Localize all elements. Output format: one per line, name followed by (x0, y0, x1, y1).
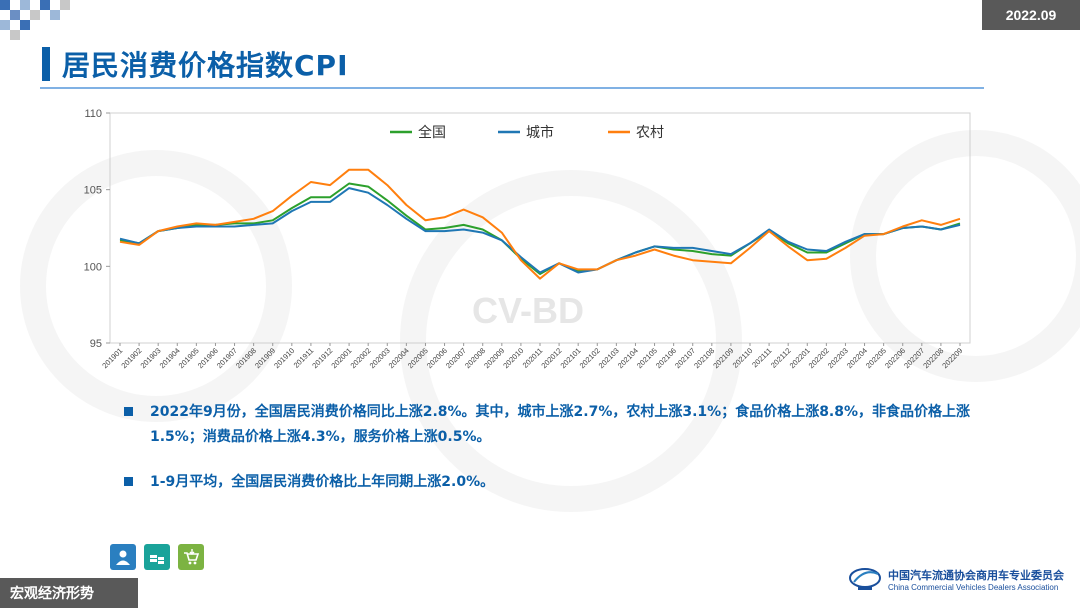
legend-label: 全国 (418, 124, 446, 141)
page-title: 居民消费价格指数CPI (62, 49, 349, 82)
org-emblem-icon (849, 568, 881, 590)
title-divider (40, 87, 984, 89)
cpi-line-chart: 9510010511020190120190220190320190420190… (84, 108, 971, 370)
series-line-农村 (119, 168, 961, 280)
org-logo: 中国汽车流通协会商用车专业委员会 China Commercial Vehicl… (848, 566, 1064, 592)
date-badge: 2022.09 (982, 0, 1080, 30)
legend-label: 城市 (526, 124, 554, 141)
x-tick-label: 202209 (940, 346, 964, 370)
corner-decoration (0, 0, 70, 40)
x-tick-label: 202110 (731, 346, 755, 370)
coins-icon[interactable] (144, 544, 170, 570)
bullet-square-icon (124, 477, 133, 486)
bullet-list: 2022年9月份，全国居民消费价格同比上涨2.8%。其中，城市上涨2.7%，农村… (120, 400, 980, 515)
bullet-item: 1-9月平均，全国居民消费价格比上年同期上涨2.0%。 (120, 470, 980, 495)
watermark-text: CV-BD (472, 290, 585, 331)
y-tick-label: 110 (84, 108, 102, 120)
bullet-square-icon (124, 407, 133, 416)
plot-area (109, 112, 971, 344)
section-footer: 宏观经济形势 (0, 578, 138, 608)
x-tick-label: 202010 (501, 346, 525, 370)
org-name-en: China Commercial Vehicles Dealers Associ… (888, 582, 1059, 592)
series-line-城市 (119, 187, 961, 274)
cart-icon[interactable] (178, 544, 204, 570)
nav-icons (110, 544, 204, 570)
y-tick-label: 100 (84, 261, 102, 273)
x-tick-label: 202109 (711, 346, 735, 370)
y-tick-label: 95 (90, 338, 102, 350)
cpi-chart: 95 100 105 110 201901 201902 201903 201904 20190… (60, 100, 990, 390)
legend-label: 农村 (636, 125, 664, 141)
x-tick-label: 201910 (272, 346, 296, 370)
series-line-全国 (119, 182, 961, 275)
y-tick-label: 105 (84, 185, 102, 197)
org-name-cn: 中国汽车流通协会商用车专业委员会 (888, 568, 1064, 582)
person-icon[interactable] (110, 544, 136, 570)
bullet-text: 1-9月平均，全国居民消费价格比上年同期上涨2.0%。 (150, 474, 495, 490)
bullet-text: 2022年9月份，全国居民消费价格同比上涨2.8%。其中，城市上涨2.7%，农村… (150, 404, 971, 445)
title-accent-bar (42, 47, 50, 81)
bullet-item: 2022年9月份，全国居民消费价格同比上涨2.8%。其中，城市上涨2.7%，农村… (120, 400, 980, 450)
